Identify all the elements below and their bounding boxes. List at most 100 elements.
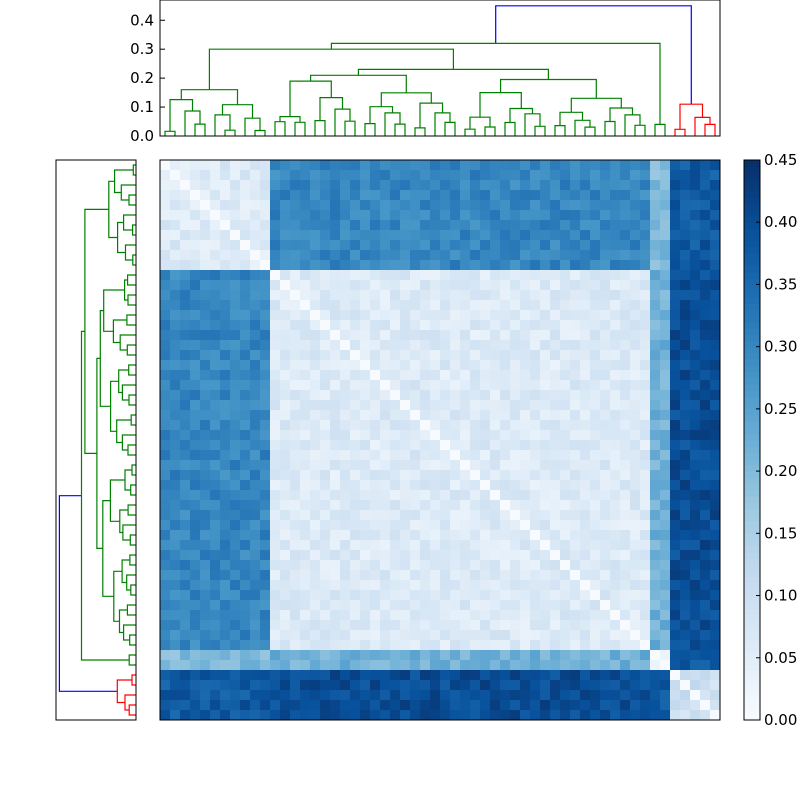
heatmap-cell — [220, 280, 231, 291]
heatmap-cell — [310, 190, 321, 201]
heatmap-cell — [430, 200, 441, 211]
heatmap-cell — [570, 620, 581, 631]
heatmap-cell — [550, 260, 561, 271]
heatmap-cell — [410, 590, 421, 601]
heatmap-cell — [590, 230, 601, 241]
heatmap-cell — [220, 230, 231, 241]
heatmap-cell — [580, 650, 591, 661]
heatmap-cell — [530, 630, 541, 641]
dendrogram-link — [129, 554, 136, 566]
heatmap-cell — [270, 420, 281, 431]
heatmap-cell — [370, 500, 381, 511]
heatmap-cell — [310, 240, 321, 251]
heatmap-cell — [380, 630, 391, 641]
heatmap-cell — [530, 310, 541, 321]
dendrogram-link — [109, 380, 119, 432]
heatmap-cell — [530, 490, 541, 501]
heatmap-cell — [250, 160, 261, 171]
heatmap-cell — [180, 480, 191, 491]
heatmap-cell — [470, 300, 481, 311]
heatmap-cell — [230, 540, 241, 551]
heatmap-cell — [550, 700, 561, 711]
heatmap-cell — [200, 200, 211, 211]
top-dendrogram — [159, 0, 721, 137]
heatmap-cell — [180, 670, 191, 681]
heatmap-cell — [390, 420, 401, 431]
heatmap-cell — [300, 250, 311, 261]
heatmap-cell — [340, 620, 351, 631]
heatmap-cell — [600, 360, 611, 371]
heatmap-cell — [260, 330, 271, 341]
heatmap-cell — [300, 300, 311, 311]
heatmap-cell — [180, 250, 191, 261]
heatmap-cell — [360, 470, 371, 481]
heatmap-cell — [500, 430, 511, 441]
heatmap-cell — [490, 400, 501, 411]
heatmap-cell — [310, 420, 321, 431]
heatmap-cell — [650, 550, 661, 561]
heatmap-cell — [360, 540, 371, 551]
heatmap-cell — [670, 520, 681, 531]
heatmap-cell — [670, 680, 681, 691]
heatmap-cell — [200, 180, 211, 191]
heatmap-cell — [500, 260, 511, 271]
dendrogram-link — [132, 224, 136, 236]
heatmap-cell — [360, 600, 371, 611]
heatmap-cell — [210, 590, 221, 601]
heatmap-cell — [400, 230, 411, 241]
heatmap-cell — [620, 510, 631, 521]
heatmap-cell — [170, 310, 181, 321]
heatmap-cell — [320, 360, 331, 371]
heatmap-cell — [310, 270, 321, 281]
heatmap-cell — [450, 210, 461, 221]
heatmap-cell — [290, 590, 301, 601]
heatmap-cell — [680, 160, 691, 171]
heatmap-cell — [630, 380, 641, 391]
heatmap-cell — [280, 210, 291, 221]
heatmap-cell — [520, 470, 531, 481]
heatmap-cell — [650, 390, 661, 401]
heatmap-cell — [270, 340, 281, 351]
heatmap-cell — [400, 430, 411, 441]
heatmap-cell — [570, 600, 581, 611]
heatmap-cell — [280, 340, 291, 351]
heatmap-cell — [270, 260, 281, 271]
heatmap-cell — [600, 370, 611, 381]
heatmap-cell — [520, 650, 531, 661]
heatmap-cell — [600, 680, 611, 691]
heatmap-cell — [290, 660, 301, 671]
colorbar-band — [744, 253, 760, 261]
heatmap-cell — [400, 450, 411, 461]
heatmap-cell — [170, 180, 181, 191]
heatmap-cell — [710, 640, 721, 651]
heatmap-cell — [530, 190, 541, 201]
heatmap-cell — [310, 430, 321, 441]
heatmap-cell — [200, 630, 211, 641]
heatmap-cell — [640, 500, 651, 511]
heatmap-cell — [210, 270, 221, 281]
heatmap-cell — [190, 630, 201, 641]
heatmap-cell — [540, 480, 551, 491]
heatmap-cell — [690, 280, 701, 291]
heatmap-cell — [670, 330, 681, 341]
heatmap-cell — [210, 600, 221, 611]
heatmap-cell — [490, 520, 501, 531]
heatmap-cell — [360, 290, 371, 301]
heatmap-cell — [300, 490, 311, 501]
heatmap-cell — [600, 610, 611, 621]
heatmap-cell — [160, 560, 171, 571]
heatmap-cell — [340, 660, 351, 671]
heatmap-cell — [280, 240, 291, 251]
heatmap-cell — [230, 620, 241, 631]
heatmap-cell — [450, 570, 461, 581]
heatmap-cell — [240, 580, 251, 591]
heatmap-cell — [380, 170, 391, 181]
heatmap-cell — [590, 240, 601, 251]
heatmap-cell — [400, 460, 411, 471]
heatmap-cell — [200, 390, 211, 401]
heatmap-cell — [350, 500, 361, 511]
dendrogram-link — [654, 123, 666, 136]
heatmap-cell — [440, 270, 451, 281]
dendrogram-link — [169, 98, 194, 132]
heatmap-cell — [500, 600, 511, 611]
